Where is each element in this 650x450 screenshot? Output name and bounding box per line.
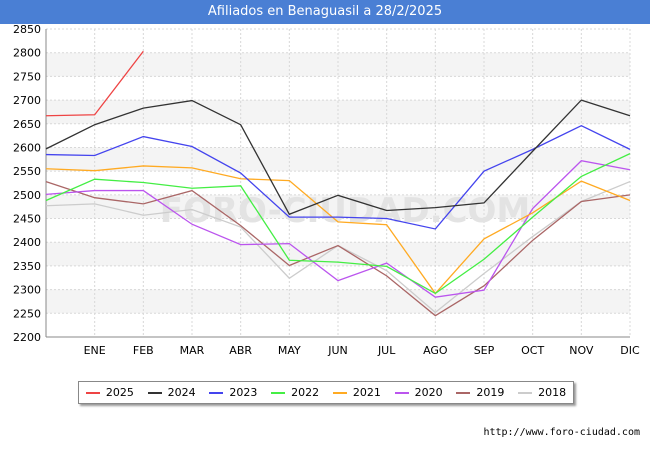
legend: 2025 2024 2023 2022 2021 2020 2019 2018 [78,381,574,404]
series-line-2020 [45,160,631,298]
legend-swatch [85,391,100,394]
legend-label: 2019 [476,386,505,399]
y-tick-label: 2650 [13,118,41,131]
legend-label: 2020 [414,386,443,399]
y-axis-ticks: 2200 2250 2300 2350 2400 2450 2500 2550 2600 2650… [13,24,41,344]
y-tick-label: 2700 [13,94,41,107]
x-tick-label: OCT [521,344,544,357]
legend-item-2023: 2023 [209,386,257,399]
series-line-2025 [45,50,144,117]
x-tick-label: DIC [620,344,640,357]
legend-swatch [518,391,533,394]
legend-item-2019: 2019 [456,386,504,399]
x-tick-label: JUL [377,344,396,357]
series-line-2024 [45,99,631,216]
legend-label: 2021 [352,386,381,399]
x-tick-label: NOV [569,344,594,357]
series-lines [45,50,631,317]
y-tick-label: 2800 [13,47,41,60]
x-tick-label: FEB [133,344,154,357]
legend-item-2022: 2022 [271,386,319,399]
x-tick-label: ABR [229,344,252,357]
plot-band [46,147,630,172]
series-line-2022 [45,153,631,295]
x-axis-ticks: ENE FEB MAR ABR MAY JUN JUL AGO SEP OCT NOV DIC [84,344,640,357]
legend-item-2024: 2024 [147,386,196,399]
chart-title: Afiliados en Benaguasil a 28/2/2025 [0,0,650,24]
legend-label: 2025 [105,386,134,399]
line-chart: FORO-CIUDAD.COM 220022502300235024002450… [13,24,640,357]
y-tick-label: 2750 [13,70,41,83]
y-tick-label: 2500 [13,189,41,202]
legend-item-2021: 2021 [332,386,381,399]
legend-swatch [332,391,347,394]
legend-item-2020: 2020 [394,386,443,399]
y-tick-label: 2300 [13,284,41,297]
legend-label: 2023 [229,386,258,399]
legend-swatch [394,391,409,394]
series-line-2019 [45,180,631,317]
legend-swatch [209,391,224,394]
x-tick-label: AGO [423,344,448,357]
y-tick-label: 2400 [13,236,41,249]
series-line-2021 [45,165,631,295]
x-tick-label: MAR [180,344,205,357]
x-tick-label: MAY [278,344,301,357]
y-tick-label: 2850 [13,24,41,36]
legend-swatch [456,391,471,394]
legend-label: 2018 [538,386,567,399]
legend-swatch [147,391,162,394]
legend-label: 2024 [167,386,196,399]
series-line-2023 [45,124,631,230]
legend-label: 2022 [291,386,320,399]
y-tick-label: 2350 [13,260,41,273]
y-tick-label: 2600 [13,141,41,154]
x-tick-label: SEP [474,344,495,357]
y-tick-label: 2200 [13,331,41,344]
x-tick-label: JUN [327,344,348,357]
source-url: http://www.foro-ciudad.com [483,427,640,438]
legend-item-2018: 2018 [518,386,566,399]
x-tick-label: ENE [84,344,106,357]
y-tick-label: 2450 [13,213,41,226]
y-tick-label: 2250 [13,307,41,320]
legend-item-2025: 2025 [85,386,134,399]
y-tick-label: 2550 [13,165,41,178]
legend-swatch [271,391,286,394]
